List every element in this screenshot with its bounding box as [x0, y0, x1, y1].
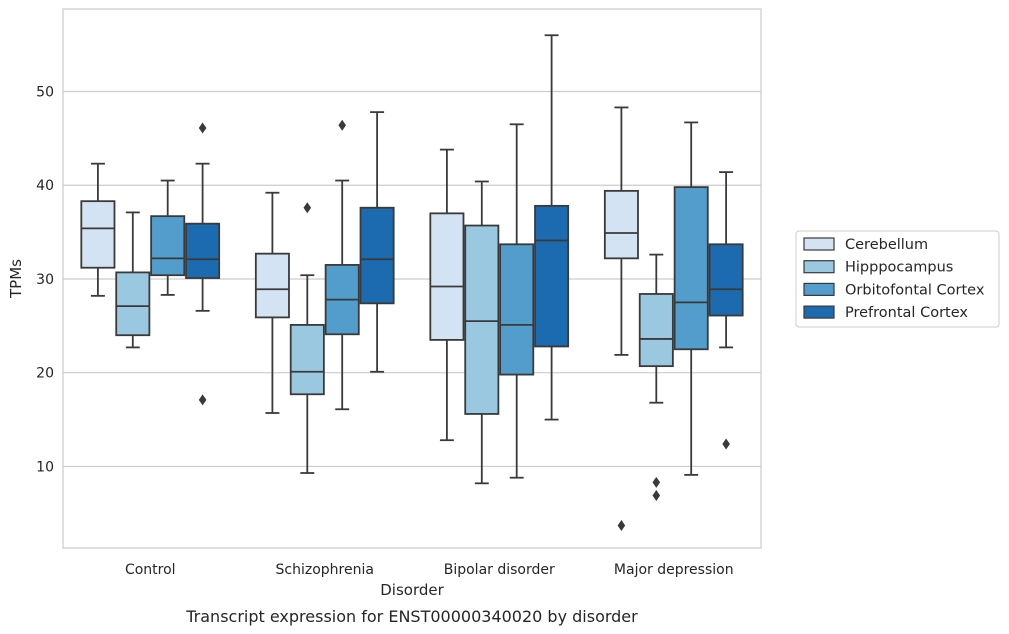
box — [150, 215, 186, 277]
outlier-point — [722, 438, 730, 450]
y-tick-label: 10 — [36, 459, 54, 475]
box-group — [534, 34, 570, 421]
box-group — [80, 162, 116, 297]
box-group — [150, 179, 186, 296]
outlier-point — [338, 119, 346, 131]
box — [673, 186, 709, 351]
chart-caption: Transcript expression for ENST0000034002… — [185, 607, 638, 626]
plot-area-frame — [62, 8, 762, 549]
box — [499, 243, 535, 376]
legend-swatch — [803, 305, 835, 319]
legend: Cerebellum Hipppocampus Orbitofontal Corte… — [795, 230, 1000, 328]
box-group — [603, 106, 639, 532]
box-groups — [80, 34, 744, 532]
box-group — [185, 122, 221, 406]
box — [534, 204, 570, 348]
x-tick-label: Major depression — [614, 562, 734, 578]
x-tick-label: Bipolar disorder — [444, 562, 555, 578]
y-axis-label: TPMs — [7, 259, 25, 299]
box-group — [254, 191, 290, 414]
box-group — [115, 211, 151, 349]
box-group — [324, 119, 360, 411]
legend-label: Cerebellum — [845, 237, 928, 253]
legend-frame — [795, 230, 1000, 328]
legend-label: Prefrontal Cortex — [845, 305, 968, 321]
y-tick-label: 50 — [36, 84, 54, 100]
box — [429, 212, 465, 341]
box — [638, 293, 674, 368]
legend-swatch — [803, 260, 835, 274]
x-tick-label: Schizophrenia — [276, 562, 374, 578]
legend-label: Orbitofontal Cortex — [845, 282, 985, 298]
x-tick-labels: Control Schizophrenia Bipolar disorder Majo… — [125, 562, 734, 578]
box — [289, 324, 325, 396]
outlier-point — [198, 394, 207, 406]
outlier-point — [303, 202, 312, 214]
box — [254, 252, 290, 319]
box — [708, 243, 744, 317]
y-tick-labels: 10 20 30 40 50 — [36, 84, 54, 475]
box-group — [464, 180, 500, 485]
box-group — [499, 123, 535, 479]
outlier-point — [198, 122, 207, 134]
box-group — [429, 148, 465, 442]
box — [185, 222, 221, 279]
box — [115, 271, 151, 337]
outlier-point — [652, 490, 661, 502]
legend-swatch — [803, 282, 835, 296]
box — [359, 206, 395, 305]
box — [80, 200, 116, 269]
box — [464, 224, 500, 415]
y-tick-label: 20 — [36, 366, 54, 382]
box-group — [708, 171, 744, 450]
y-tick-label: 40 — [36, 178, 54, 194]
box-group — [359, 111, 395, 373]
box-group — [673, 121, 709, 476]
x-axis-label: Disorder — [380, 581, 444, 599]
box — [603, 189, 639, 260]
outlier-point — [617, 520, 626, 532]
y-tick-label: 30 — [36, 272, 54, 288]
outlier-point — [652, 476, 661, 488]
box-group — [638, 253, 674, 502]
gridlines — [63, 90, 761, 468]
x-tick-label: Control — [125, 562, 176, 578]
legend-label: Hipppocampus — [845, 260, 953, 276]
legend-swatch — [803, 237, 835, 251]
box-group — [289, 202, 325, 474]
